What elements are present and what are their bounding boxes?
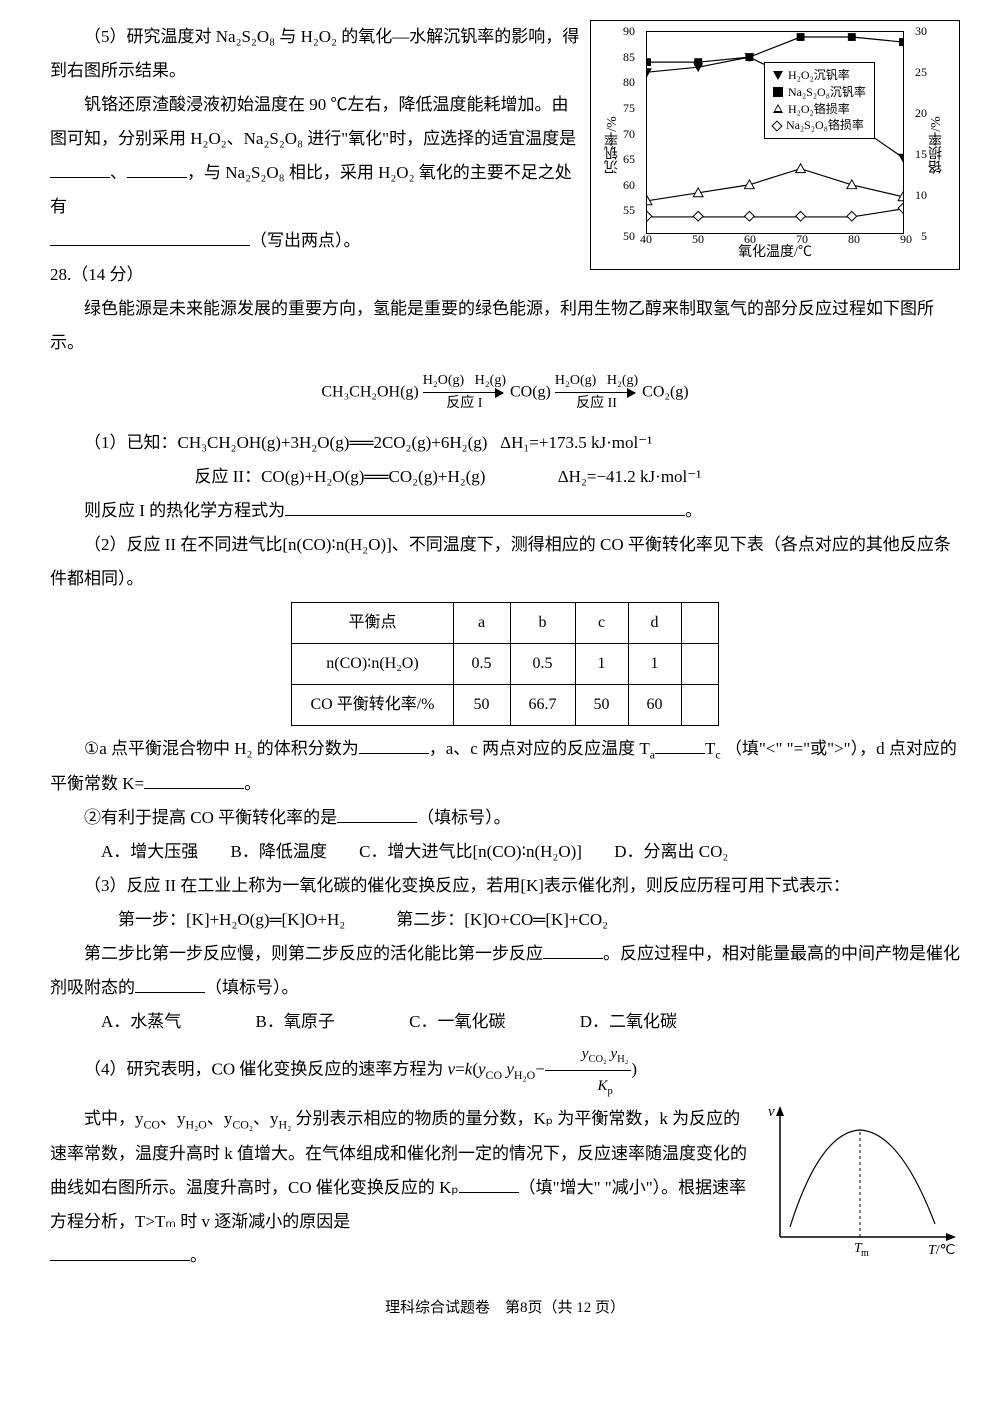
t2c: 、y xyxy=(207,1109,233,1128)
eq1: CH₃CH₂OH(g)+3H₂O(g)══2CO₂(g)+6H₂(g) xyxy=(178,433,488,452)
arr1-top-r: H₂(g) xyxy=(475,373,506,388)
dh1: ΔH₁=+173.5 kJ·mol⁻¹ xyxy=(500,433,652,452)
p4-text1: （4）研究表明，CO 催化变换反应的速率方程为 xyxy=(84,1059,448,1078)
arrow-1: H₂O(g) H₂(g) 反应 I xyxy=(423,370,506,416)
sub2b: （填标号）。 xyxy=(417,808,511,827)
q3-1: 第二步比第一步反应慢，则第二步反应的活化能比第一步反应 xyxy=(84,944,543,963)
t2d: 、y xyxy=(253,1109,279,1128)
option-b: B．降低温度 xyxy=(231,835,327,869)
arr2-top-r: H₂(g) xyxy=(607,373,638,388)
product-mid: CO(g) xyxy=(510,384,551,401)
option-a: A．水蒸气 xyxy=(101,1005,181,1039)
t2a: 式中，y xyxy=(84,1109,144,1128)
q28-1-eq2: 反应 II：CO(g)+H₂O(g)══CO₂(g)+H₂(g) ΔH₂=−41… xyxy=(195,460,961,494)
rate-graph-svg: v Tm T/℃ xyxy=(760,1102,960,1262)
q28-2-text: （2）反应 II 在不同进气比[n(CO)∶n(H₂O)]、不同温度下，测得相应… xyxy=(50,528,960,596)
q3-1c: （填标号）。 xyxy=(205,978,299,997)
q28-3-options: A．水蒸气 B．氧原子 C．一氧化碳 D．二氧化碳 xyxy=(101,1005,960,1039)
t2b: 、y xyxy=(160,1109,186,1128)
reactant-start: CH₃CH₂OH(g) xyxy=(321,384,418,401)
step1: 第一步：[K]+H₂O(g)═[K]O+H₂ xyxy=(118,910,345,929)
reaction-scheme: CH₃CH₂OH(g) H₂O(g) H₂(g) 反应 I CO(g) H₂O(… xyxy=(50,370,960,416)
blank xyxy=(135,973,205,993)
blank xyxy=(337,803,417,823)
svg-text:v: v xyxy=(768,1104,775,1120)
blank xyxy=(543,939,603,959)
blank xyxy=(459,1173,519,1193)
option-d: D．分离出 CO₂ xyxy=(614,835,728,869)
sub1a: ①a 点平衡混合物中 H₂ 的体积分数为 xyxy=(84,739,359,758)
arr1-top-l: H₂O(g) xyxy=(423,373,464,388)
rate-temp-graph: v Tm T/℃ xyxy=(760,1102,960,1262)
equilibrium-table: 平衡点abcd n(CO)∶n(H₂O)0.50.511 CO 平衡转化率/%5… xyxy=(291,602,718,726)
q28-2-options: A．增大压强 B．降低温度 C．增大进气比[n(CO)∶n(H₂O)] D．分离… xyxy=(101,835,960,869)
q27-5-line2a: 钒铬还原渣酸浸液初始温度在 90 ℃左右，降低温度能耗增加。由图可知，分别采用 … xyxy=(50,95,576,148)
blank xyxy=(127,158,187,178)
sub1b: ，a、c 两点对应的反应温度 T xyxy=(429,739,650,758)
q27-5-postblank: （写出两点）。 xyxy=(250,231,361,250)
t2g: 。 xyxy=(190,1246,207,1265)
blank xyxy=(359,733,429,753)
option-c: C．一氧化碳 xyxy=(409,1005,505,1039)
sub1e: 。 xyxy=(244,774,261,793)
page-footer: 理科综合试题卷 第8页（共 12 页） xyxy=(50,1293,960,1323)
blank xyxy=(50,226,250,246)
step2: 第二步：[K]O+CO═[K]+CO₂ xyxy=(396,910,608,929)
q28-intro: 绿色能源是未来能源发展的重要方向，氢能是重要的绿色能源，利用生物乙醇来制取氢气的… xyxy=(50,292,960,360)
oxidation-chart: 沉钒率/% 铬损率/% 氧化温度/℃ H₂O₂沉钒率Na₂S₂O₈沉钒率H₂O₂… xyxy=(590,20,960,270)
known-label: （1）已知： xyxy=(84,433,178,452)
chart-legend: H₂O₂沉钒率Na₂S₂O₈沉钒率H₂O₂铬损率Na₂S₂O₈铬损率 xyxy=(764,62,875,139)
q28-4-formula: （4）研究表明，CO 催化变换反应的速率方程为 v=k(yCO yH₂O−yCO… xyxy=(50,1039,960,1102)
q28-1: （1）已知：CH₃CH₂OH(g)+3H₂O(g)══2CO₂(g)+6H₂(g… xyxy=(50,426,960,460)
product-end: CO₂(g) xyxy=(642,384,688,401)
option-d: D．二氧化碳 xyxy=(580,1005,677,1039)
arr2-top-l: H₂O(g) xyxy=(555,373,596,388)
sub2: ②有利于提高 CO 平衡转化率的是 xyxy=(84,808,337,827)
blank xyxy=(50,158,110,178)
arr2-bottom: 反应 II xyxy=(555,393,638,415)
arr1-bottom: 反应 I xyxy=(423,393,506,415)
blank xyxy=(285,495,685,515)
q28-3-text: （3）反应 II 在工业上称为一氧化碳的催化变换反应，若用[K]表示催化剂，则反… xyxy=(50,869,960,903)
blank xyxy=(655,733,705,753)
q28-1-ask: 则反应 I 的热化学方程式为。 xyxy=(84,494,960,528)
arrow-2: H₂O(g) H₂(g) 反应 II xyxy=(555,370,638,416)
dh2: ΔH₂=−41.2 kJ·mol⁻¹ xyxy=(558,467,702,486)
svg-text:m: m xyxy=(861,1248,869,1259)
option-c: C．增大进气比[n(CO)∶n(H₂O)] xyxy=(359,835,582,869)
svg-text:T/℃: T/℃ xyxy=(928,1243,955,1258)
blank xyxy=(50,1241,190,1261)
option-b: B．氧原子 xyxy=(256,1005,335,1039)
q28-2-sub2: ②有利于提高 CO 平衡转化率的是 （填标号）。 xyxy=(50,801,960,835)
q28-3-q: 第二步比第一步反应慢，则第二步反应的活化能比第一步反应。反应过程中，相对能量最高… xyxy=(50,937,960,1005)
chart-plot-area: H₂O₂沉钒率Na₂S₂O₈沉钒率H₂O₂铬损率Na₂S₂O₈铬损率 xyxy=(646,31,904,234)
sub1c: T xyxy=(705,739,715,758)
blank xyxy=(144,769,244,789)
eq2-label: 反应 II： xyxy=(195,467,262,486)
y-right-axis-label: 铬损率/% xyxy=(923,116,951,174)
q28-2-sub1: ①a 点平衡混合物中 H₂ 的体积分数为，a、c 两点对应的反应温度 TaTc … xyxy=(50,732,960,801)
q28-3-steps: 第一步：[K]+H₂O(g)═[K]O+H₂ 第二步：[K]O+CO═[K]+C… xyxy=(118,903,960,937)
fraction: yCO₂ yH₂Kp xyxy=(545,1039,632,1102)
eq2: CO(g)+H₂O(g)══CO₂(g)+H₂(g) xyxy=(261,467,485,486)
ask-text: 则反应 I 的热化学方程式为 xyxy=(84,501,285,520)
option-a: A．增大压强 xyxy=(101,835,198,869)
